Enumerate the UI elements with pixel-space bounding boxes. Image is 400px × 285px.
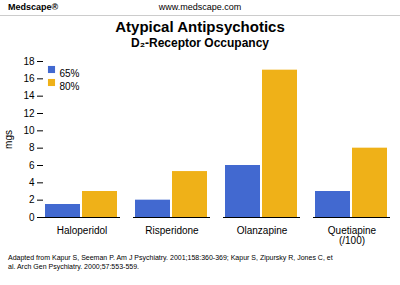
- svg-text:Olanzapine: Olanzapine: [237, 225, 288, 236]
- svg-text:4: 4: [29, 177, 35, 188]
- svg-text:8: 8: [29, 142, 35, 153]
- html-text:Atypical Antipsychotics: Atypical Antipsychotics: [115, 18, 285, 35]
- svg-text:0: 0: [29, 212, 35, 223]
- svg-text:80%: 80%: [60, 81, 80, 92]
- html-text:Adapted from Kapur S, Seeman P: Adapted from Kapur S, Seeman P. Am J Psy…: [8, 254, 333, 270]
- svg-text:18: 18: [23, 56, 35, 67]
- svg-text:65%: 65%: [60, 68, 80, 79]
- svg-text:mgs: mgs: [3, 130, 14, 149]
- svg-text:2: 2: [29, 194, 35, 205]
- svg-text:Quetiapine(/100): Quetiapine(/100): [328, 225, 377, 246]
- svg-text:Haloperidol: Haloperidol: [57, 225, 108, 236]
- svg-text:14: 14: [23, 90, 35, 101]
- html-text:www.medscape.com: www.medscape.com: [158, 2, 242, 12]
- svg-text:12: 12: [23, 108, 35, 119]
- svg-text:10: 10: [23, 125, 35, 136]
- html-text:D₂-Receptor Occupancy: D₂-Receptor Occupancy: [131, 36, 269, 50]
- svg-text:Risperidone: Risperidone: [145, 225, 199, 236]
- svg-text:6: 6: [29, 160, 35, 171]
- svg-text:16: 16: [23, 73, 35, 84]
- html-text:Medscape®: Medscape®: [8, 2, 59, 12]
